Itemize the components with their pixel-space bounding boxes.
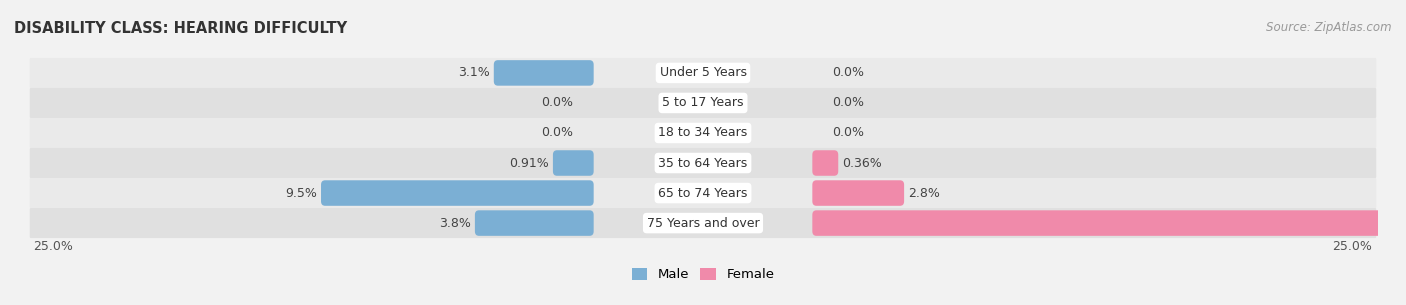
FancyBboxPatch shape <box>30 208 1376 238</box>
Text: DISABILITY CLASS: HEARING DIFFICULTY: DISABILITY CLASS: HEARING DIFFICULTY <box>14 21 347 36</box>
Text: Under 5 Years: Under 5 Years <box>659 66 747 79</box>
FancyBboxPatch shape <box>494 60 593 86</box>
FancyBboxPatch shape <box>475 210 593 236</box>
FancyBboxPatch shape <box>30 118 1376 148</box>
Text: 0.0%: 0.0% <box>541 96 574 109</box>
Text: 0.0%: 0.0% <box>541 127 574 139</box>
Text: 25.0%: 25.0% <box>34 240 73 253</box>
Text: 0.91%: 0.91% <box>509 156 548 170</box>
Text: 9.5%: 9.5% <box>285 187 316 199</box>
FancyBboxPatch shape <box>553 150 593 176</box>
Text: 0.36%: 0.36% <box>842 156 882 170</box>
Text: 3.1%: 3.1% <box>458 66 489 79</box>
FancyBboxPatch shape <box>813 210 1406 236</box>
Text: 0.0%: 0.0% <box>832 127 865 139</box>
Text: 5 to 17 Years: 5 to 17 Years <box>662 96 744 109</box>
FancyBboxPatch shape <box>30 58 1376 88</box>
Text: 18 to 34 Years: 18 to 34 Years <box>658 127 748 139</box>
Text: 0.0%: 0.0% <box>832 66 865 79</box>
FancyBboxPatch shape <box>813 180 904 206</box>
Text: 35 to 64 Years: 35 to 64 Years <box>658 156 748 170</box>
Legend: Male, Female: Male, Female <box>626 263 780 286</box>
FancyBboxPatch shape <box>30 148 1376 178</box>
Text: 75 Years and over: 75 Years and over <box>647 217 759 230</box>
Text: 0.0%: 0.0% <box>832 96 865 109</box>
Text: 25.0%: 25.0% <box>1333 240 1372 253</box>
FancyBboxPatch shape <box>321 180 593 206</box>
FancyBboxPatch shape <box>813 150 838 176</box>
Text: 3.8%: 3.8% <box>439 217 471 230</box>
FancyBboxPatch shape <box>30 178 1376 208</box>
Text: 65 to 74 Years: 65 to 74 Years <box>658 187 748 199</box>
FancyBboxPatch shape <box>30 88 1376 118</box>
Text: Source: ZipAtlas.com: Source: ZipAtlas.com <box>1267 21 1392 34</box>
Text: 2.8%: 2.8% <box>908 187 941 199</box>
